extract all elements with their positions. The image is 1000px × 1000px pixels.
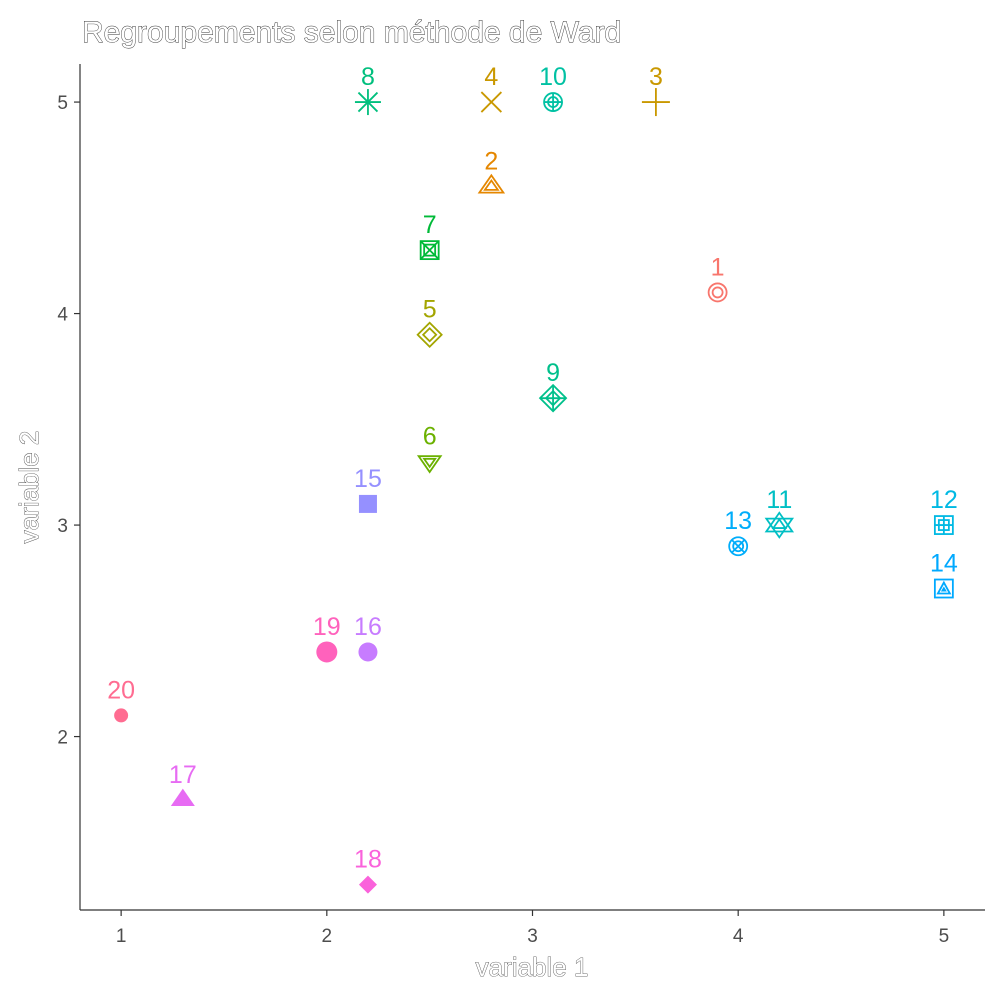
- point-label: 17: [169, 761, 197, 789]
- data-point: 10: [539, 63, 567, 112]
- data-point: 3: [641, 63, 670, 117]
- y-tick-label: 3: [57, 516, 68, 537]
- point-label: 18: [354, 846, 382, 874]
- point-label: 6: [423, 423, 437, 451]
- point-label: 3: [649, 63, 663, 91]
- data-point: 15: [354, 465, 382, 513]
- point-label: 4: [484, 63, 498, 91]
- point-label: 13: [724, 507, 752, 535]
- point-label: 15: [354, 465, 382, 493]
- point-label: 8: [361, 63, 375, 91]
- data-point: 13: [724, 507, 752, 557]
- data-point: 20: [107, 676, 135, 723]
- point-label: 9: [546, 359, 560, 387]
- x-tick-label: 1: [116, 926, 127, 947]
- data-point: 11: [764, 486, 795, 539]
- data-point: 19: [313, 613, 341, 663]
- point-label: 19: [313, 613, 341, 641]
- x-tick-label: 3: [527, 926, 538, 947]
- data-point: 17: [169, 761, 197, 806]
- y-axis-title: variable 2: [14, 431, 44, 544]
- point-label: 12: [930, 486, 958, 514]
- y-tick-label: 2: [57, 728, 68, 749]
- point-label: 1: [711, 253, 725, 281]
- data-point: 14: [930, 550, 958, 599]
- data-point: 18: [354, 846, 382, 894]
- y-tick-label: 5: [57, 93, 68, 114]
- point-label: 20: [107, 676, 135, 704]
- point-label: 16: [354, 613, 382, 641]
- data-point: 7: [419, 211, 440, 261]
- point-label: 7: [423, 211, 437, 239]
- x-tick-label: 4: [733, 926, 744, 947]
- point-label: 14: [930, 550, 958, 578]
- data-point: 16: [354, 613, 382, 662]
- data-point: 9: [538, 359, 568, 413]
- chart-title: Regroupements selon méthode de Ward: [82, 16, 621, 49]
- data-point: 2: [477, 148, 506, 194]
- data-point: 5: [416, 296, 443, 348]
- x-axis-title: variable 1: [476, 952, 589, 982]
- x-tick-label: 2: [322, 926, 333, 947]
- data-point: 4: [480, 63, 503, 113]
- point-label: 11: [766, 486, 792, 514]
- data-point: 8: [354, 63, 381, 116]
- point-label: 5: [423, 296, 437, 324]
- point-label: 10: [539, 63, 567, 91]
- data-point: 6: [416, 423, 443, 474]
- x-tick-label: 5: [939, 926, 950, 947]
- data-point: 12: [930, 486, 958, 535]
- point-label: 2: [484, 148, 498, 176]
- data-point: 1: [707, 253, 728, 303]
- y-tick-label: 4: [57, 305, 68, 326]
